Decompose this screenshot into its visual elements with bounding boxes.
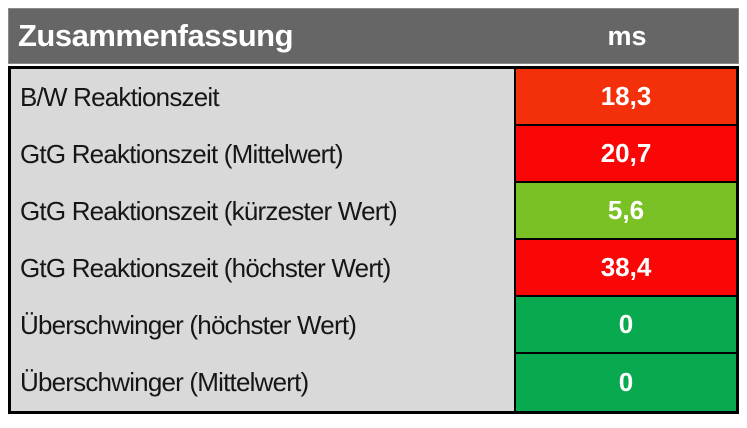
row-label: Überschwinger (Mittelwert): [11, 354, 514, 411]
table-row: Überschwinger (Mittelwert) 0: [11, 354, 736, 411]
row-value-cell: 0: [514, 297, 736, 354]
row-label: GtG Reaktionszeit (höchster Wert): [11, 240, 514, 297]
table-row: B/W Reaktionszeit 18,3: [11, 69, 736, 126]
row-value-cell: 18,3: [514, 69, 736, 126]
row-value-cell: 0: [514, 354, 736, 411]
table-row: GtG Reaktionszeit (höchster Wert) 38,4: [11, 240, 736, 297]
unit-column-header: ms: [607, 20, 647, 51]
row-label: GtG Reaktionszeit (kürzester Wert): [11, 183, 514, 240]
table-body: B/W Reaktionszeit 18,3 GtG Reaktionszeit…: [8, 66, 739, 414]
table-header-row: Zusammenfassung ms: [8, 8, 739, 64]
row-label: GtG Reaktionszeit (Mittelwert): [11, 126, 514, 183]
table-row: Überschwinger (höchster Wert) 0: [11, 297, 736, 354]
table-row: GtG Reaktionszeit (Mittelwert) 20,7: [11, 126, 736, 183]
table-title: Zusammenfassung: [18, 18, 294, 53]
row-value-cell: 38,4: [514, 240, 736, 297]
row-label: Überschwinger (höchster Wert): [11, 297, 514, 354]
table-row: GtG Reaktionszeit (kürzester Wert) 5,6: [11, 183, 736, 240]
row-value-cell: 5,6: [514, 183, 736, 240]
summary-table: Zusammenfassung ms B/W Reaktionszeit 18,…: [8, 8, 739, 414]
row-label: B/W Reaktionszeit: [11, 69, 514, 126]
row-value-cell: 20,7: [514, 126, 736, 183]
